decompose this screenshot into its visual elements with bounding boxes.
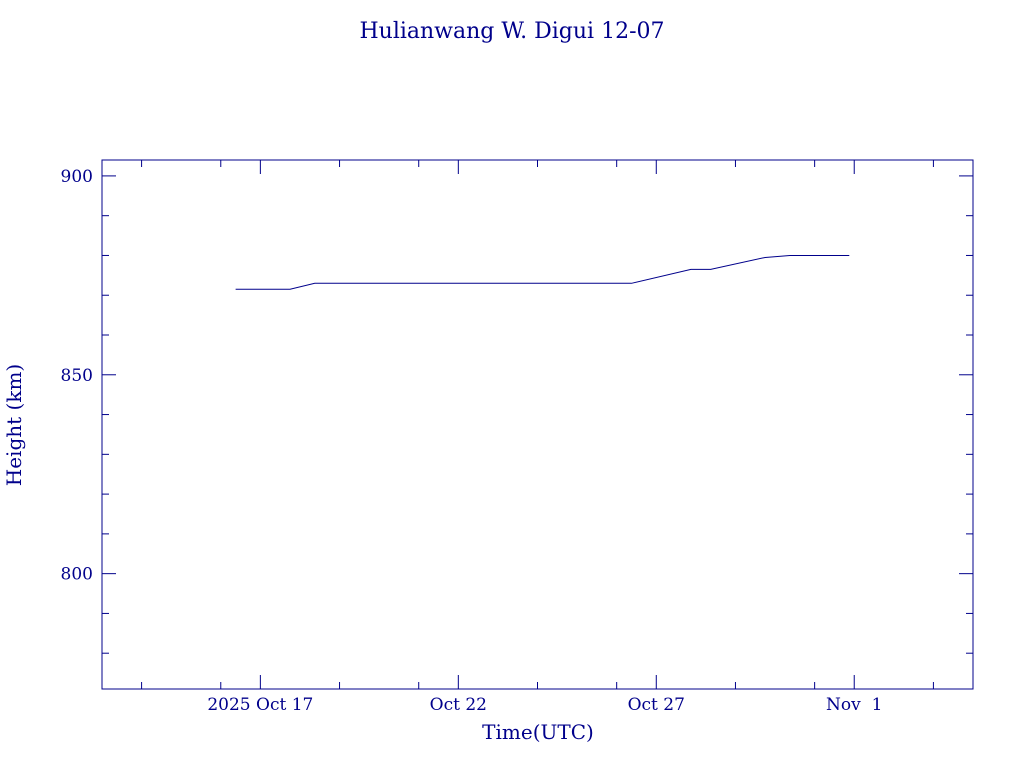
y-tick-labels: 800 850 900 bbox=[61, 167, 93, 585]
plot-frame bbox=[101, 159, 974, 690]
axis-ticks bbox=[102, 160, 973, 689]
x-tick-label: Nov 1 bbox=[826, 695, 882, 715]
y-tick-label: 900 bbox=[61, 167, 93, 187]
y-tick-label: 850 bbox=[61, 366, 93, 386]
series-line bbox=[235, 254, 850, 290]
x-tick-label: 2025 Oct 17 bbox=[207, 695, 313, 715]
y-tick-label: 800 bbox=[61, 565, 93, 585]
x-tick-label: Oct 22 bbox=[430, 695, 487, 715]
x-tick-labels: 2025 Oct 17 Oct 22 Oct 27 Nov 1 bbox=[207, 695, 882, 715]
x-axis-label: Time(UTC) bbox=[482, 720, 594, 744]
x-tick-label: Oct 27 bbox=[628, 695, 685, 715]
chart-title: Hulianwang W. Digui 12-07 bbox=[359, 19, 664, 44]
y-axis-label: Height (km) bbox=[2, 364, 26, 486]
